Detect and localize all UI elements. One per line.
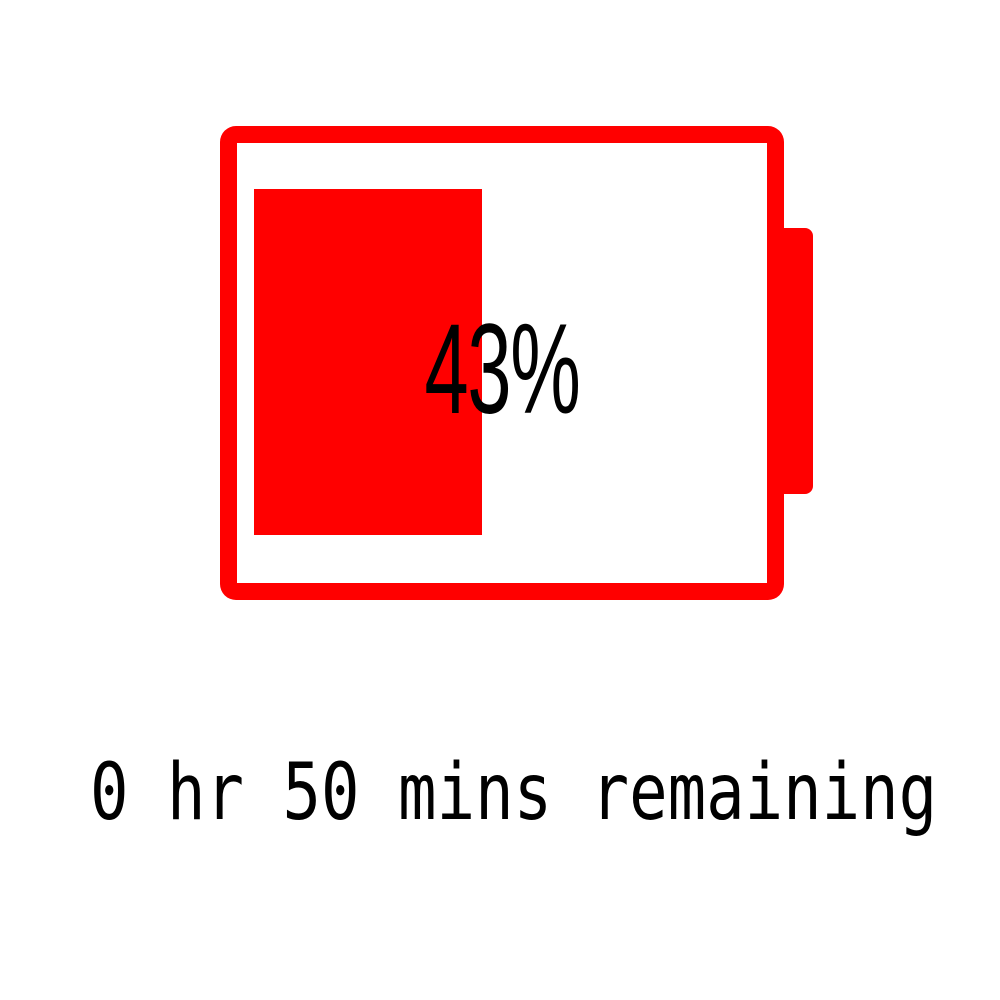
time-remaining: 0 hr 50 mins remaining [90,748,938,838]
battery-percentage: 43% [424,298,580,441]
battery-icon [220,126,784,600]
battery-terminal [780,228,813,494]
battery-level-track [254,189,784,535]
battery-level-fill [254,189,482,535]
